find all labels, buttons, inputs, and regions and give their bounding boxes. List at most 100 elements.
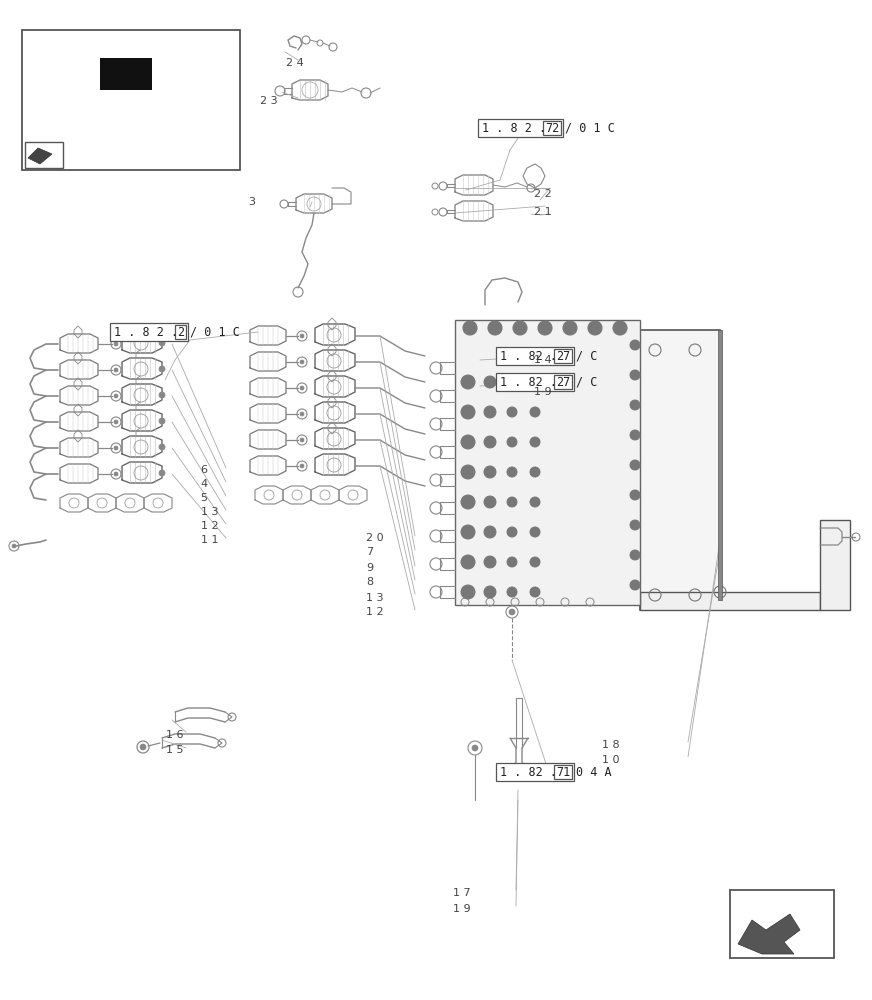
Circle shape (509, 609, 515, 615)
Circle shape (530, 497, 540, 507)
Circle shape (114, 472, 118, 476)
Circle shape (114, 368, 118, 372)
Text: 4: 4 (201, 479, 208, 489)
Circle shape (159, 392, 165, 398)
Circle shape (484, 376, 496, 388)
Circle shape (142, 102, 148, 108)
Circle shape (472, 745, 478, 751)
Text: 9: 9 (366, 563, 373, 573)
Text: 2 1: 2 1 (534, 207, 551, 217)
Bar (25, 142, 63, 168)
Circle shape (167, 102, 173, 108)
Text: 1 . 82 .: 1 . 82 . (500, 766, 557, 778)
Bar (110, 323, 188, 341)
Circle shape (77, 102, 83, 108)
Text: 6: 6 (201, 465, 208, 475)
Text: 1 7: 1 7 (453, 888, 471, 898)
Circle shape (300, 412, 304, 416)
Text: 1 . 82 .: 1 . 82 . (500, 375, 557, 388)
Circle shape (159, 418, 165, 424)
Circle shape (507, 407, 517, 417)
Circle shape (530, 407, 540, 417)
Circle shape (463, 321, 477, 335)
Circle shape (513, 321, 527, 335)
Text: 8: 8 (366, 577, 373, 587)
Circle shape (300, 360, 304, 364)
Text: / 0 1 C: / 0 1 C (190, 326, 240, 338)
Circle shape (159, 444, 165, 450)
Circle shape (507, 497, 517, 507)
Circle shape (114, 394, 118, 398)
Bar (718, 330, 722, 600)
Circle shape (159, 366, 165, 372)
Circle shape (461, 555, 475, 569)
Bar (820, 520, 850, 610)
Polygon shape (28, 148, 52, 164)
Circle shape (630, 490, 640, 500)
Text: 1 1: 1 1 (201, 535, 218, 545)
Text: 1 . 8 2 .: 1 . 8 2 . (114, 326, 178, 338)
Circle shape (588, 321, 602, 335)
Text: / C: / C (576, 375, 597, 388)
Text: 1 8: 1 8 (602, 740, 619, 750)
Polygon shape (68, 60, 172, 100)
Circle shape (102, 102, 108, 108)
Circle shape (300, 334, 304, 338)
Circle shape (52, 102, 58, 108)
Circle shape (159, 470, 165, 476)
Bar (554, 765, 572, 779)
Circle shape (484, 556, 496, 568)
Text: 0 4 A: 0 4 A (576, 766, 611, 778)
Text: 1 9: 1 9 (534, 387, 551, 397)
Circle shape (563, 321, 577, 335)
Text: / C: / C (576, 350, 597, 362)
Text: 2 0: 2 0 (366, 533, 384, 543)
Circle shape (461, 465, 475, 479)
Circle shape (300, 386, 304, 390)
Circle shape (530, 437, 540, 447)
Text: 1 0: 1 0 (602, 755, 619, 765)
Circle shape (461, 495, 475, 509)
Text: 1 6: 1 6 (166, 730, 183, 740)
Bar (554, 375, 572, 389)
Circle shape (507, 557, 517, 567)
Circle shape (484, 586, 496, 598)
Polygon shape (738, 914, 800, 954)
Circle shape (530, 587, 540, 597)
Text: 1 3: 1 3 (366, 593, 384, 603)
Circle shape (630, 460, 640, 470)
Circle shape (507, 587, 517, 597)
Text: 1 2: 1 2 (366, 607, 384, 617)
Circle shape (630, 520, 640, 530)
Circle shape (461, 405, 475, 419)
Polygon shape (28, 60, 232, 150)
Bar (554, 349, 572, 363)
Text: 1 . 8 2 .: 1 . 8 2 . (482, 121, 546, 134)
Text: 2: 2 (177, 326, 184, 338)
Circle shape (530, 467, 540, 477)
Bar (496, 763, 574, 781)
Circle shape (507, 467, 517, 477)
Circle shape (461, 435, 475, 449)
Text: 72: 72 (545, 121, 559, 134)
Text: 1 2: 1 2 (201, 521, 218, 531)
Bar (640, 592, 820, 610)
Text: 2 4: 2 4 (286, 58, 303, 68)
Circle shape (461, 375, 475, 389)
Circle shape (300, 464, 304, 468)
Circle shape (530, 377, 540, 387)
Text: 27: 27 (556, 350, 570, 362)
Text: 27: 27 (556, 375, 570, 388)
Circle shape (630, 340, 640, 350)
Circle shape (461, 585, 475, 599)
Text: 71: 71 (556, 766, 570, 778)
Circle shape (613, 321, 627, 335)
Circle shape (630, 550, 640, 560)
Circle shape (507, 437, 517, 447)
Bar (730, 890, 834, 958)
Circle shape (484, 526, 496, 538)
Text: 1 4: 1 4 (534, 355, 551, 365)
Circle shape (507, 377, 517, 387)
Bar (496, 347, 574, 365)
Circle shape (538, 321, 552, 335)
